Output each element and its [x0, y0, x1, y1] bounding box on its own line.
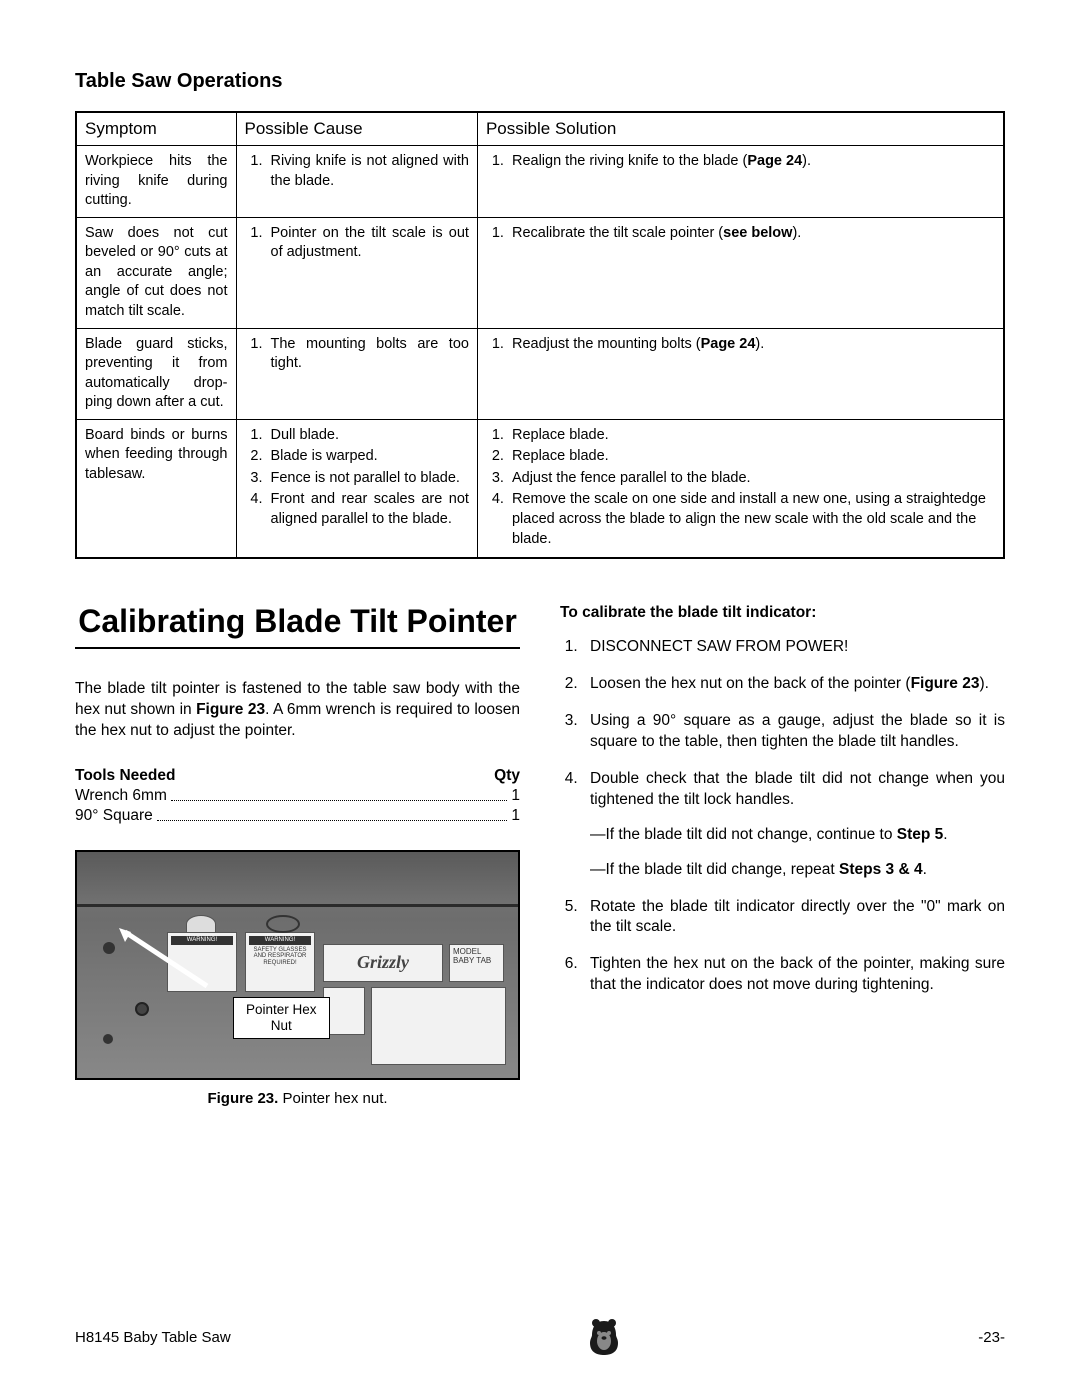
step-item: Loosen the hex nut on the back of the po…	[582, 674, 1005, 695]
section-title: Table Saw Operations	[75, 70, 1005, 93]
table-row: Saw does not cut beveled or 90° cuts at …	[76, 217, 1004, 328]
footer-left: H8145 Baby Table Saw	[75, 1329, 231, 1346]
page-footer: H8145 Baby Table Saw -23-	[75, 1317, 1005, 1357]
figure-23: WARNING! WARNING! SAFETY GLASSES AND RES…	[75, 850, 520, 1080]
table-header-row: Symptom Possible Cause Possible Solution	[76, 112, 1004, 146]
step-item: Using a 90° square as a gauge, adjust th…	[582, 711, 1005, 753]
cause-cell: Dull blade.Blade is warped.Fence is not …	[236, 419, 477, 558]
step-item: DISCONNECT SAW FROM POWER!	[582, 637, 1005, 658]
step-item: Rotate the blade tilt indicator directly…	[582, 897, 1005, 939]
footer-right: -23-	[978, 1329, 1005, 1346]
solution-cell: Replace blade.Replace blade.Adjust the f…	[477, 419, 1004, 558]
warning-label-2: WARNING! SAFETY GLASSES AND RESPIRATOR R…	[245, 932, 315, 992]
step-item: Double check that the blade tilt did not…	[582, 769, 1005, 881]
tool-row: Wrench 6mm1	[75, 787, 520, 805]
tools-header: Tools Needed Qty	[75, 767, 520, 785]
spec-label	[371, 987, 506, 1065]
cause-cell: Riving knife is not aligned with the bla…	[236, 146, 477, 218]
symptom-cell: Blade guard sticks, preventing it from a…	[76, 328, 236, 419]
cause-cell: Pointer on the tilt scale is out of adju…	[236, 217, 477, 328]
procedure-title: To calibrate the blade tilt indicator:	[560, 604, 1005, 622]
solution-cell: Realign the riving knife to the blade (P…	[477, 146, 1004, 218]
symptom-cell: Workpiece hits the riving knife during c…	[76, 146, 236, 218]
symptom-cell: Board binds or burns when feeding throug…	[76, 419, 236, 558]
table-row: Blade guard sticks, preventing it from a…	[76, 328, 1004, 419]
th-symptom: Symptom	[76, 112, 236, 146]
intro-paragraph: The blade tilt pointer is fastened to th…	[75, 679, 520, 742]
solution-cell: Readjust the mounting bolts (Page 24).	[477, 328, 1004, 419]
troubleshooting-table: Symptom Possible Cause Possible Solution…	[75, 111, 1005, 559]
procedure-steps: DISCONNECT SAW FROM POWER! Loosen the hex…	[560, 637, 1005, 996]
tools-header-left: Tools Needed	[75, 767, 175, 785]
main-heading: Calibrating Blade Tilt Pointer	[75, 604, 520, 639]
step-item: Tighten the hex nut on the back of the p…	[582, 954, 1005, 996]
table-row: Board binds or burns when feeding throug…	[76, 419, 1004, 558]
tool-row: 90° Square1	[75, 807, 520, 825]
model-label: MODEL BABY TAB	[449, 944, 504, 982]
bear-logo-icon	[586, 1317, 622, 1357]
tools-header-right: Qty	[494, 767, 520, 785]
th-solution: Possible Solution	[477, 112, 1004, 146]
table-row: Workpiece hits the riving knife during c…	[76, 146, 1004, 218]
figure-caption: Figure 23. Pointer hex nut.	[75, 1090, 520, 1107]
solution-cell: Recalibrate the tilt scale pointer (see …	[477, 217, 1004, 328]
th-cause: Possible Cause	[236, 112, 477, 146]
brand-label: Grizzly	[323, 944, 443, 982]
symptom-cell: Saw does not cut beveled or 90° cuts at …	[76, 217, 236, 328]
callout-label: Pointer HexNut	[233, 997, 330, 1039]
cause-cell: The mounting bolts are too tight.	[236, 328, 477, 419]
heading-rule	[75, 647, 520, 649]
callout-arrow	[117, 928, 227, 998]
